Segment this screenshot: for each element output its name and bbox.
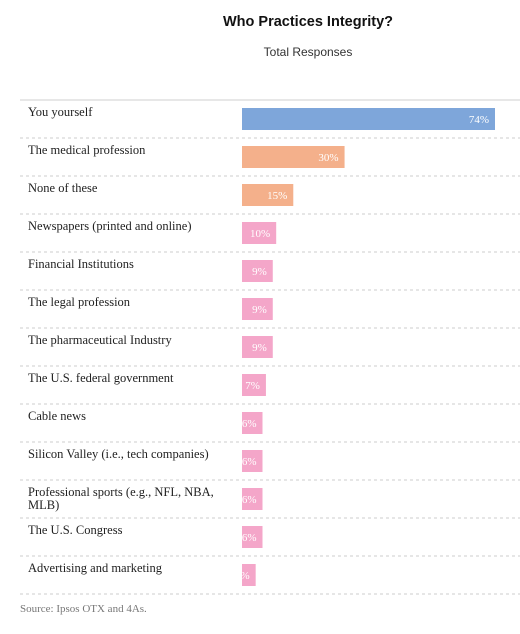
bar-value-label: 9% (252, 342, 267, 354)
category-label: Professional sports (e.g., NFL, NBA, MLB… (28, 485, 214, 512)
chart-title: Who Practices Integrity? (222, 14, 393, 30)
bar-value-label: 6% (242, 456, 257, 468)
chart-subtitle: Total Responses (263, 45, 353, 59)
bar (242, 260, 273, 282)
source-note: Source: Ipsos OTX and 4As. (20, 603, 147, 615)
category-label: None of these (28, 181, 98, 195)
bar-value-label: 10% (250, 228, 270, 240)
bar (242, 564, 256, 586)
category-label: Newspapers (printed and online) (28, 219, 192, 233)
bar (242, 526, 263, 548)
category-label: The pharmaceutical Industry (28, 333, 172, 347)
category-label: The U.S. federal government (28, 371, 174, 385)
category-label: You yourself (28, 105, 93, 119)
category-label: The U.S. Congress (28, 523, 123, 537)
bar (242, 184, 294, 206)
category-label: Financial Institutions (28, 257, 134, 271)
bar-value-label: 30% (318, 152, 338, 164)
bar-value-label: 9% (252, 266, 267, 278)
bar (242, 336, 273, 358)
bar (242, 222, 277, 244)
bar (242, 412, 263, 434)
bar-value-label: 4% (235, 570, 250, 582)
bar (242, 108, 495, 130)
bar-value-label: 6% (242, 532, 257, 544)
category-label: Silicon Valley (i.e., tech companies) (28, 447, 209, 461)
bar (242, 146, 345, 168)
bar-value-label: 6% (242, 418, 257, 430)
category-label: The medical profession (28, 143, 146, 157)
bar (242, 488, 263, 510)
bar (242, 374, 266, 396)
bar-value-label: 6% (242, 494, 257, 506)
bar-value-label: 9% (252, 304, 267, 316)
category-label: The legal profession (28, 295, 131, 309)
bar-value-label: 74% (469, 114, 489, 126)
bar-value-label: 7% (245, 380, 260, 392)
category-label: Cable news (28, 409, 86, 423)
bar (242, 298, 273, 320)
category-label: Advertising and marketing (28, 561, 162, 575)
bar-value-label: 15% (267, 190, 287, 202)
bar (242, 450, 263, 472)
